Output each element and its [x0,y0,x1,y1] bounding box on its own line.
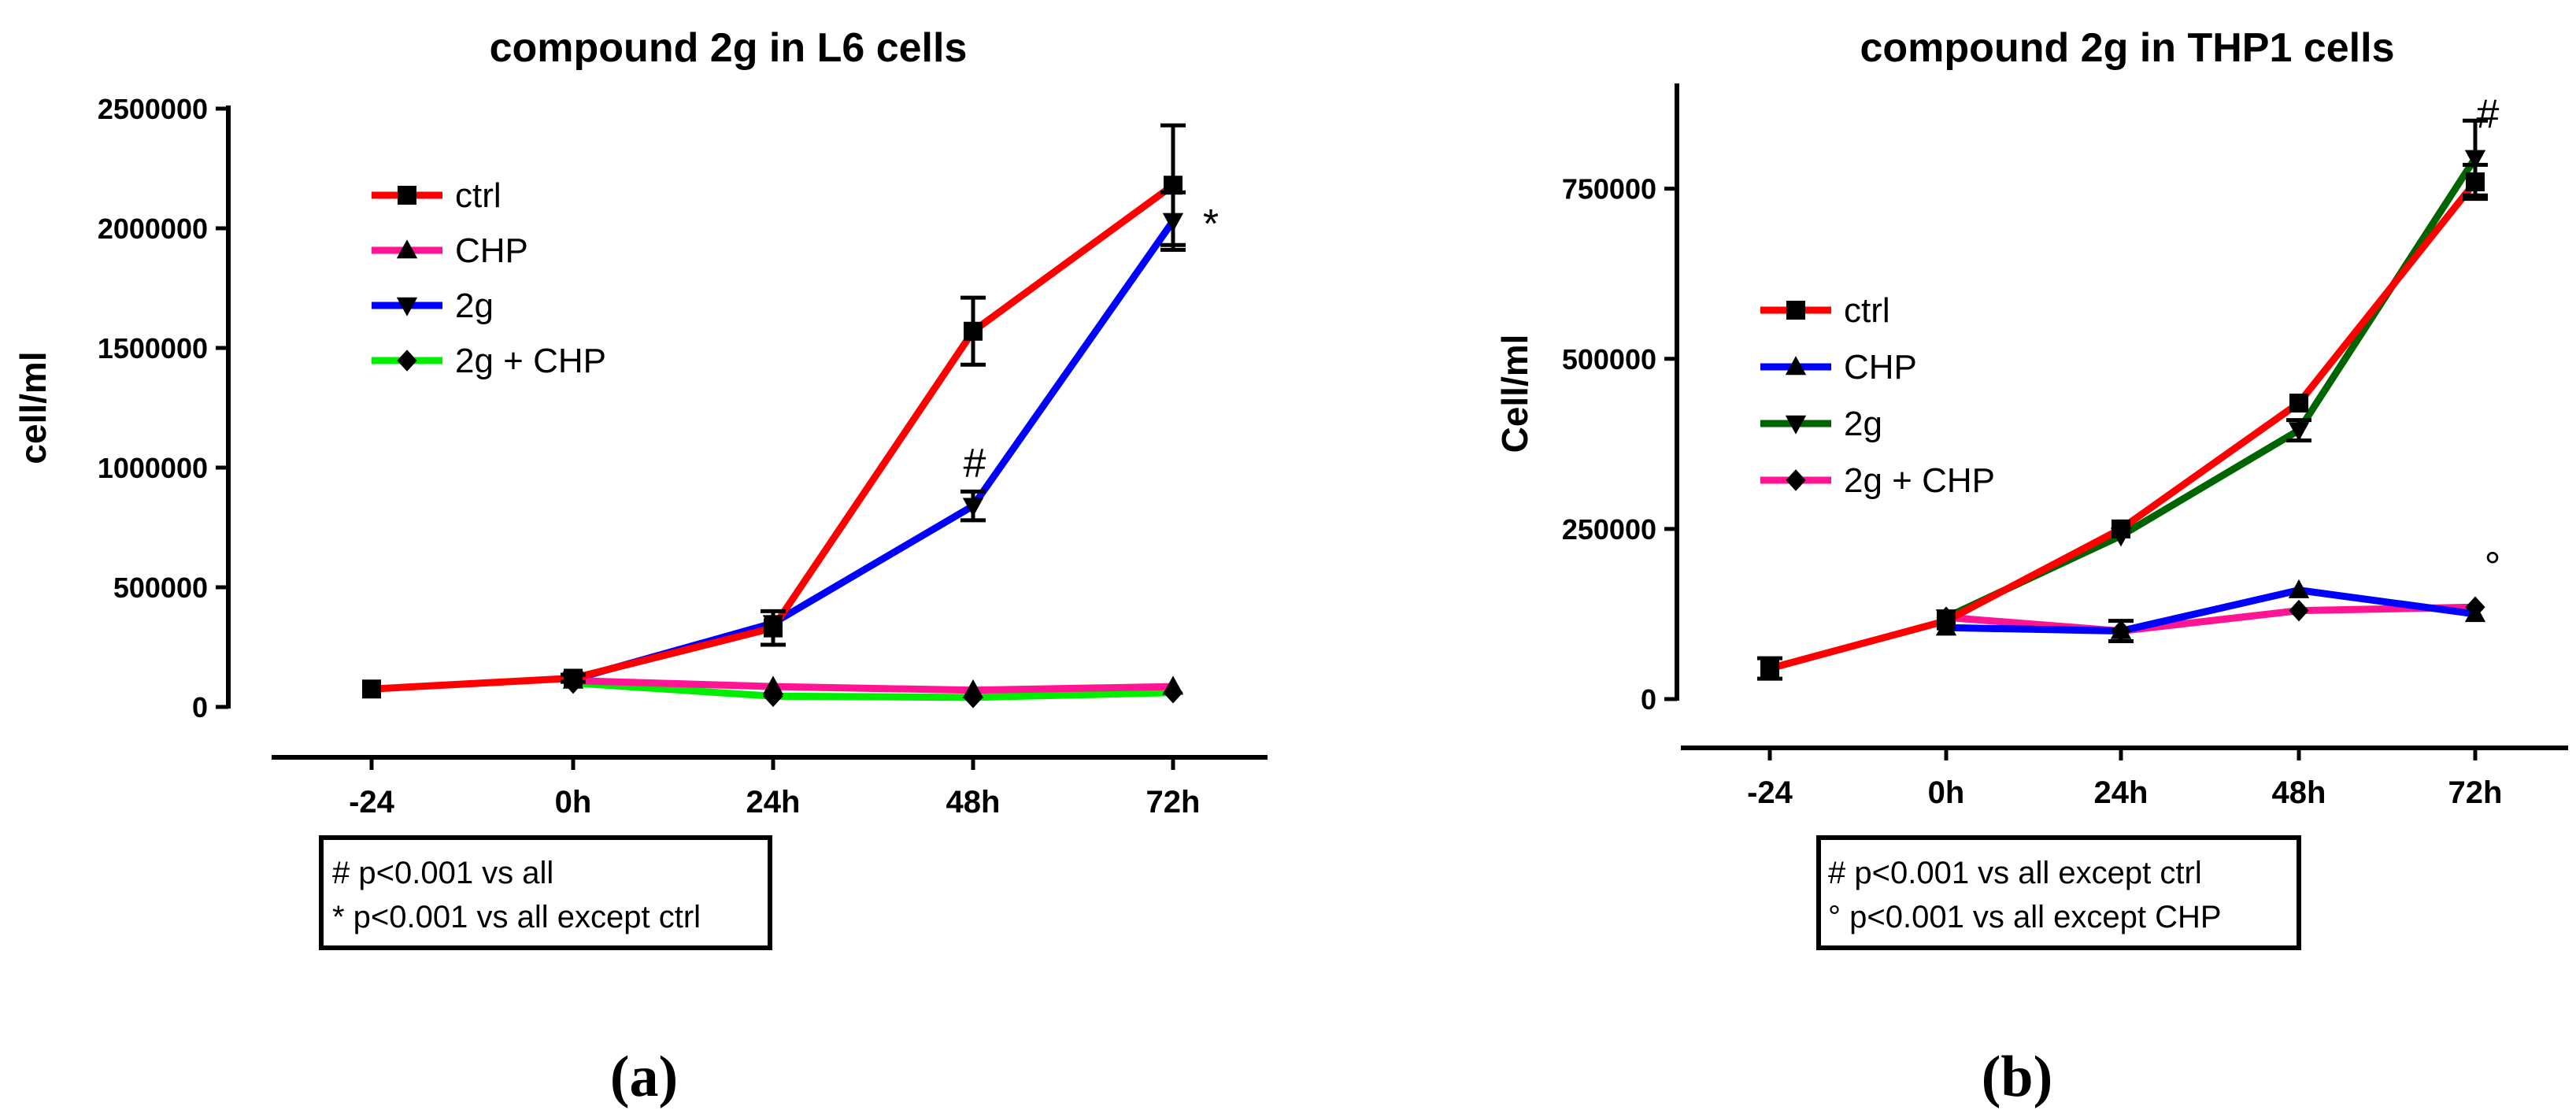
y-tick-label: 2000000 [98,213,208,245]
series-line-2g-chp [1942,603,2479,635]
legend-label: CHP [1844,348,1917,387]
x-tick-label: 72h [2448,775,2503,810]
x-tick-label: 48h [2272,775,2326,810]
data-point [1164,176,1183,195]
y-tick-label: 750000 [1562,173,1656,205]
data-point [564,668,583,688]
legend-label: CHP [455,231,528,270]
panel-label: (b) [1982,1045,2052,1109]
legend-label: ctrl [455,176,502,215]
legend-marker [396,297,418,316]
y-tick-label: 1000000 [98,452,208,484]
stats-note: # p<0.001 vs all [332,856,553,890]
legend-marker [1785,356,1807,376]
data-point [2112,519,2130,538]
y-tick-label: 250000 [1562,513,1656,546]
y-tick-label: 2500000 [98,93,208,125]
legend-marker [1786,301,1805,320]
legend-marker [398,186,416,205]
significance-marker: # [2477,92,2500,138]
legend-marker [1786,469,1806,491]
data-point [764,618,783,638]
y-tick-label: 1500000 [98,332,208,364]
data-point [1162,675,1184,695]
data-point [964,321,983,341]
significance-marker: ° [2485,544,2501,590]
data-point [1760,659,1779,679]
chart-panel-a: compound 2g in L6 cells cell/ml 0 500000 100… [13,25,1268,1109]
data-point [1937,611,1956,631]
legend-label: 2g [1844,405,1882,443]
data-point [2110,620,2132,639]
x-tick-label: 0h [555,785,592,820]
data-point [2288,422,2310,442]
panel-label: (a) [610,1045,678,1109]
stats-note: # p<0.001 vs all except ctrl [1828,856,2202,890]
x-tick-label: 72h [1146,785,1201,820]
legend-marker [1785,415,1807,435]
data-point [2288,579,2310,598]
chart-title: compound 2g in THP1 cells [1860,25,2395,71]
stats-note: ° p<0.001 vs all except CHP [1828,900,2222,934]
y-tick-label: 0 [1641,683,1656,716]
data-point [2464,150,2486,169]
stats-note-box [1816,835,2301,950]
x-tick-label: -24 [349,785,395,820]
series-line-2g [1942,154,2479,621]
stats-note: * p<0.001 vs all except ctrl [332,900,701,934]
x-tick-label: 24h [746,785,801,820]
data-point [962,679,984,698]
significance-marker: # [964,441,986,487]
y-tick-label: 0 [192,691,208,723]
data-point [2289,599,2309,622]
x-tick-label: -24 [1747,775,1793,810]
series-line-chp [569,677,1177,694]
y-tick-label: 500000 [113,572,208,604]
stats-note-box [319,835,772,950]
data-point [2289,393,2308,413]
data-point [2464,603,2486,623]
legend-label: 2g + CHP [1844,461,1995,500]
chart-title: compound 2g in L6 cells [490,25,968,71]
x-tick-label: 24h [2094,775,2149,810]
series-line-2g-chp [569,679,1177,701]
data-point [2466,172,2485,192]
data-point [362,679,381,699]
x-tick-label: 0h [1928,775,1965,810]
legend-marker [397,350,417,372]
significance-marker: * [1203,202,1219,247]
x-tick-label: 48h [946,785,1001,820]
series-line-2g [569,217,1177,683]
y-axis-label: cell/ml [13,351,54,464]
legend-label: ctrl [1844,291,1890,330]
series-line-chp [1942,586,2479,635]
legend-label: 2g [455,287,494,325]
y-tick-label: 500000 [1562,343,1656,376]
data-point [762,675,784,695]
legend-label: 2g + CHP [455,342,606,380]
chart-panel-b: compound 2g in THP1 cells Cell/ml 0 250000 5… [1494,25,2568,1109]
legend-marker [396,239,418,259]
y-axis-label: Cell/ml [1494,335,1535,453]
data-point [962,498,984,517]
